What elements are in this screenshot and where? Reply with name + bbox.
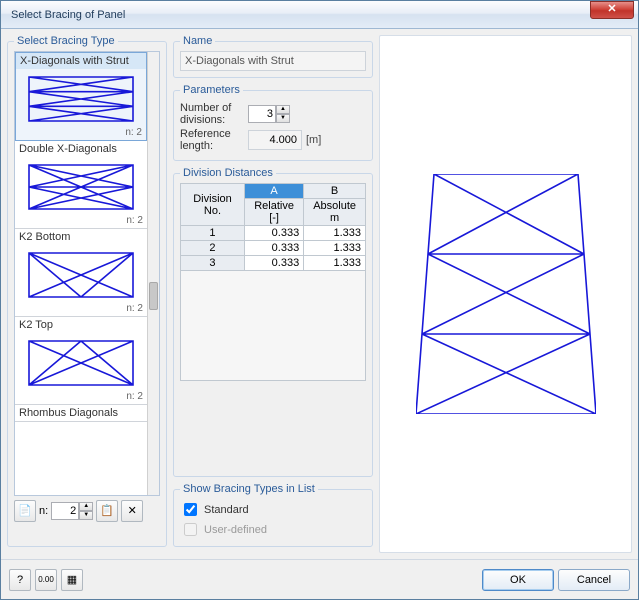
bracing-item-n: n: 2 (15, 215, 147, 228)
row-no: 1 (181, 226, 245, 241)
bracing-item-n: n: 2 (16, 127, 146, 140)
table-row[interactable]: 10.3331.333 (181, 226, 366, 241)
n-input[interactable] (51, 502, 79, 520)
division-distances-group: Division Distances Division No. A B Rela… (173, 167, 373, 477)
standard-checkbox-row[interactable]: Standard (180, 500, 366, 519)
row-no: 2 (181, 241, 245, 256)
cancel-button[interactable]: Cancel (558, 569, 630, 591)
n-prefix-label: n: (39, 505, 48, 517)
ref-length-label: Reference length: (180, 128, 248, 152)
userdef-checkbox-row: User-defined (180, 520, 366, 539)
middle-column: Name Parameters Number of divisions: ▲ ▼ (173, 35, 373, 553)
bracing-type-group: Select Bracing Type X-Diagonals with Str… (7, 35, 167, 547)
units-button[interactable]: 0.00 (35, 569, 57, 591)
sub-b: Absolute m (304, 199, 366, 226)
division-distances-legend: Division Distances (180, 167, 276, 179)
show-types-group: Show Bracing Types in List Standard User… (173, 483, 373, 547)
bracing-item-label: Rhombus Diagonals (15, 405, 147, 421)
new-bracing-button[interactable]: 📄 (14, 500, 36, 522)
bracing-item[interactable]: X-Diagonals with Strut n: 2 (15, 52, 147, 141)
row-rel[interactable]: 0.333 (244, 226, 303, 241)
standard-label: Standard (204, 504, 249, 516)
help-button[interactable]: ? (9, 569, 31, 591)
scroll-thumb[interactable] (149, 282, 158, 310)
ref-length-unit: [m] (306, 134, 321, 146)
bracing-item[interactable]: Rhombus Diagonals (15, 405, 147, 422)
row-rel[interactable]: 0.333 (244, 256, 303, 271)
row-abs[interactable]: 1.333 (304, 226, 366, 241)
divisions-spin-up[interactable]: ▲ (276, 105, 290, 114)
close-button[interactable]: ✕ (590, 1, 634, 19)
name-legend: Name (180, 35, 215, 47)
bracing-item-label: X-Diagonals with Strut (16, 53, 146, 69)
content-area: Select Bracing Type X-Diagonals with Str… (1, 29, 638, 559)
bracing-item[interactable]: K2 Bottom n: 2 (15, 229, 147, 317)
table-row[interactable]: 30.3331.333 (181, 256, 366, 271)
ok-button[interactable]: OK (482, 569, 554, 591)
standard-checkbox[interactable] (184, 503, 197, 516)
userdef-checkbox (184, 523, 197, 536)
parameters-legend: Parameters (180, 84, 243, 96)
userdef-label: User-defined (204, 524, 267, 536)
bracing-list[interactable]: X-Diagonals with Strutn: 2Double X-Diago… (14, 51, 160, 496)
bracing-preview (416, 174, 596, 414)
bracing-type-legend: Select Bracing Type (14, 35, 118, 47)
name-group: Name (173, 35, 373, 78)
division-table-empty (180, 271, 366, 381)
n-spin-up[interactable]: ▲ (79, 502, 93, 511)
divisions-input[interactable] (248, 105, 276, 123)
delete-bracing-button[interactable]: ✕ (121, 500, 143, 522)
n-spin-down[interactable]: ▼ (79, 511, 93, 520)
row-abs[interactable]: 1.333 (304, 256, 366, 271)
preview-panel (379, 35, 632, 553)
col-div: Division No. (181, 184, 245, 226)
col-a[interactable]: A (244, 184, 303, 199)
bracing-item-label: K2 Top (15, 317, 147, 333)
window-title: Select Bracing of Panel (11, 9, 590, 21)
calc-button[interactable]: ▦ (61, 569, 83, 591)
parameters-group: Parameters Number of divisions: ▲ ▼ Refe… (173, 84, 373, 161)
name-field[interactable] (180, 51, 366, 71)
titlebar: Select Bracing of Panel ✕ (1, 1, 638, 29)
col-b[interactable]: B (304, 184, 366, 199)
bracing-item-n: n: 2 (15, 391, 147, 404)
left-column: Select Bracing Type X-Diagonals with Str… (7, 35, 167, 553)
bracing-scrollbar[interactable] (147, 52, 159, 495)
sub-a: Relative [-] (244, 199, 303, 226)
bracing-props-button[interactable]: 📋 (96, 500, 118, 522)
n-spinner[interactable]: ▲ ▼ (51, 502, 93, 520)
division-table[interactable]: Division No. A B Relative [-] Absolute m… (180, 183, 366, 271)
divisions-spinner[interactable]: ▲ ▼ (248, 105, 290, 123)
dialog-window: Select Bracing of Panel ✕ Select Bracing… (0, 0, 639, 600)
bracing-item-n: n: 2 (15, 303, 147, 316)
dialog-footer: ? 0.00 ▦ OK Cancel (1, 559, 638, 599)
bracing-item-label: Double X-Diagonals (15, 141, 147, 157)
row-no: 3 (181, 256, 245, 271)
bracing-item[interactable]: K2 Top n: 2 (15, 317, 147, 405)
ref-length-field[interactable] (248, 130, 302, 150)
table-row[interactable]: 20.3331.333 (181, 241, 366, 256)
bracing-tools: 📄 n: ▲ ▼ 📋 ✕ (14, 500, 160, 522)
divisions-spin-down[interactable]: ▼ (276, 114, 290, 123)
divisions-label: Number of divisions: (180, 102, 248, 126)
bracing-item-label: K2 Bottom (15, 229, 147, 245)
row-rel[interactable]: 0.333 (244, 241, 303, 256)
row-abs[interactable]: 1.333 (304, 241, 366, 256)
show-types-legend: Show Bracing Types in List (180, 483, 318, 495)
bracing-item[interactable]: Double X-Diagonals n: 2 (15, 141, 147, 229)
